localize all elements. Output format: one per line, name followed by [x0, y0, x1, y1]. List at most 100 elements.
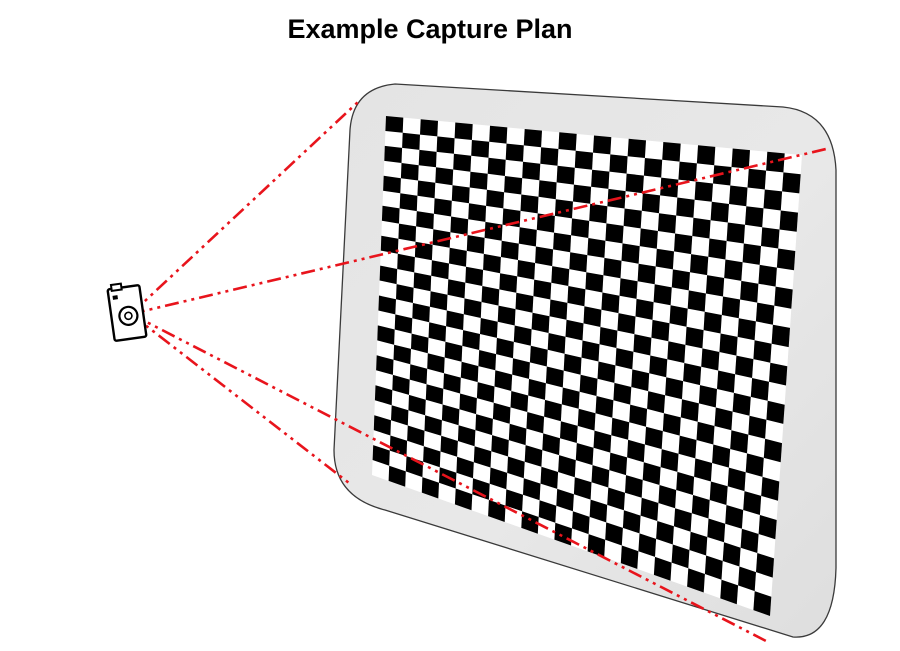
- checker-square: [551, 266, 570, 286]
- checker-square: [730, 430, 749, 454]
- checker-square: [432, 229, 451, 248]
- checker-square: [694, 458, 713, 482]
- checker-square: [473, 446, 492, 468]
- checker-square: [497, 305, 516, 326]
- checker-square: [685, 326, 704, 349]
- checker-square: [732, 392, 751, 416]
- checker-square: [643, 158, 663, 178]
- checker-square: [611, 417, 630, 440]
- checker-square: [536, 213, 555, 233]
- checker-square: [653, 284, 672, 306]
- checker-square: [545, 366, 564, 388]
- checker-square: [753, 591, 772, 616]
- checker-square: [468, 203, 487, 222]
- checker-square: [724, 259, 743, 281]
- checker-square: [727, 467, 746, 492]
- checker-square: [738, 566, 756, 592]
- checker-square: [512, 358, 530, 379]
- checker-square: [722, 542, 741, 567]
- checker-square: [475, 414, 493, 436]
- checker-square: [522, 161, 541, 181]
- checker-square: [619, 278, 638, 299]
- checker-square: [421, 477, 439, 499]
- checker-square: [428, 322, 447, 342]
- checker-square: [408, 394, 426, 416]
- checker-square: [779, 210, 798, 232]
- checker-square: [486, 189, 505, 209]
- checker-square: [556, 488, 574, 512]
- checker-square: [524, 445, 543, 467]
- checker-square: [451, 185, 470, 204]
- checker-square: [761, 227, 780, 249]
- checker-square: [517, 260, 536, 280]
- checker-square: [499, 273, 518, 293]
- checker-square: [687, 568, 705, 593]
- checker-square: [526, 412, 545, 434]
- checker-square: [521, 511, 539, 534]
- checker-square: [633, 334, 652, 356]
- checker-square: [585, 272, 604, 293]
- checker-square: [589, 203, 608, 224]
- checker-square: [691, 495, 710, 519]
- checker-square: [597, 361, 616, 383]
- checker-square: [774, 286, 793, 309]
- checker-square: [515, 292, 534, 313]
- checker-square: [593, 135, 612, 155]
- checker-square: [658, 485, 677, 509]
- checker-square: [609, 452, 628, 476]
- checker-square: [424, 415, 442, 436]
- diagram-title: Example Capture Plan: [287, 14, 573, 44]
- checker-square: [579, 374, 598, 396]
- checker-square: [678, 161, 697, 182]
- checker-square: [372, 445, 390, 466]
- checker-square: [766, 400, 785, 424]
- checker-square: [531, 312, 550, 333]
- checker-square: [714, 407, 733, 431]
- checkerboard-pattern: [372, 116, 802, 616]
- checker-square: [385, 116, 404, 133]
- checker-square: [393, 344, 411, 365]
- checker-square: [389, 435, 408, 457]
- checker-square: [625, 173, 644, 194]
- checker-square: [453, 153, 472, 172]
- checker-square: [635, 298, 654, 320]
- checker-square: [413, 272, 432, 292]
- checker-square: [726, 222, 745, 244]
- checker-square: [500, 240, 519, 260]
- checker-square: [577, 408, 596, 431]
- checker-square: [384, 145, 403, 163]
- checker-square: [603, 257, 622, 279]
- checker-square: [523, 129, 542, 148]
- checker-square: [721, 296, 741, 319]
- checker-square: [709, 481, 728, 505]
- checker-square: [620, 545, 639, 569]
- checker-square: [476, 382, 495, 403]
- checker-square: [607, 487, 625, 511]
- checker-square: [399, 193, 418, 212]
- checker-square: [463, 298, 482, 318]
- checker-square: [742, 243, 761, 265]
- checker-square: [560, 421, 578, 443]
- checker-square: [662, 142, 681, 162]
- checker-square: [673, 508, 692, 532]
- checker-square: [683, 363, 702, 386]
- checker-square: [446, 310, 464, 331]
- checker-square: [703, 311, 722, 334]
- checker-square: [753, 340, 772, 363]
- checker-square: [508, 423, 527, 446]
- checker-square: [540, 466, 559, 489]
- checker-square: [392, 374, 410, 395]
- checker-square: [756, 553, 774, 578]
- checker-square: [520, 194, 539, 214]
- checker-square: [667, 341, 686, 363]
- checker-square: [529, 345, 548, 367]
- checker-square: [690, 254, 709, 276]
- checker-square: [644, 426, 663, 450]
- checker-square: [447, 279, 466, 299]
- checker-square: [591, 169, 610, 189]
- checker-square: [591, 465, 610, 488]
- checker-square: [574, 150, 593, 170]
- fov-line-inner-bottom: [130, 312, 769, 644]
- checker-square: [416, 211, 434, 230]
